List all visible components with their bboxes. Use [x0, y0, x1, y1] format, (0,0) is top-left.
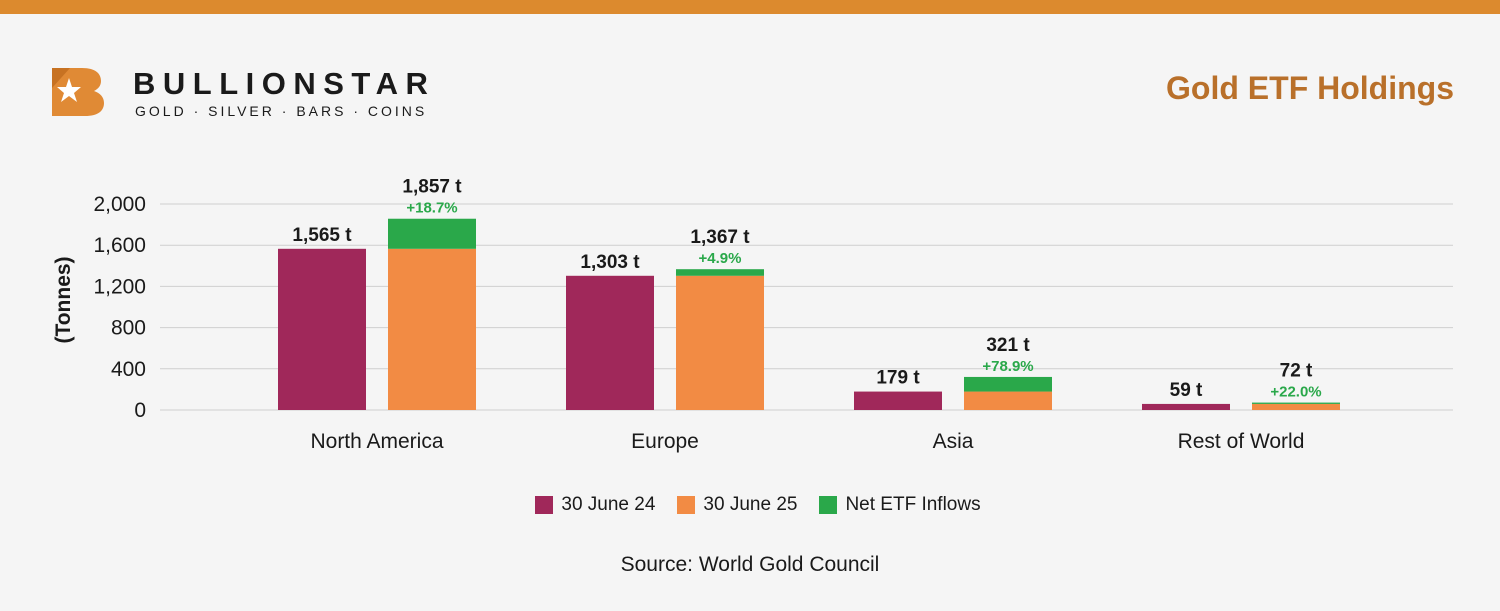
- chart-title: Gold ETF Holdings: [1166, 70, 1454, 106]
- change-label: +4.9%: [699, 250, 742, 267]
- change-label: +18.7%: [406, 200, 457, 217]
- bar-2024: [1142, 403, 1230, 410]
- category-label: Europe: [631, 430, 699, 453]
- y-tick-label: 2,000: [93, 193, 146, 216]
- legend-item-2024: 30 June 24: [535, 494, 655, 516]
- legend-swatch-2024: [535, 496, 554, 514]
- top-accent-bar: [0, 0, 1500, 14]
- bar-2024: [566, 275, 654, 410]
- y-tick-label: 400: [111, 358, 146, 381]
- legend-label-2024: 30 June 24: [561, 494, 656, 515]
- bullionstar-logo-icon: [52, 68, 104, 116]
- y-tick-label: 1,200: [93, 275, 146, 298]
- bar-2025: [1252, 403, 1340, 410]
- bar-2024: [854, 391, 942, 410]
- y-tick-label: 800: [111, 317, 146, 340]
- legend-swatch-inflows: [819, 496, 838, 514]
- category-label: Rest of World: [1178, 430, 1305, 453]
- change-label: +22.0%: [1270, 384, 1321, 401]
- legend-item-2025: 30 June 25: [677, 494, 797, 516]
- data-label-2024: 59 t: [1170, 380, 1203, 401]
- data-label-2024: 1,565 t: [292, 225, 352, 246]
- legend: 30 June 24 30 June 25 Net ETF Inflows: [0, 494, 1500, 516]
- bar-inflows: [388, 218, 476, 249]
- category-label: North America: [310, 430, 443, 453]
- bar-inflows: [676, 269, 764, 276]
- data-label-2025: 321 t: [986, 335, 1030, 356]
- y-tick-label: 0: [134, 399, 146, 422]
- data-label-2025: 1,367 t: [690, 227, 750, 248]
- bar-2025: [388, 248, 476, 410]
- legend-item-inflows: Net ETF Inflows: [819, 494, 981, 516]
- y-tick-label: 1,600: [93, 234, 146, 257]
- bar-inflows: [964, 376, 1052, 392]
- bar-2025: [676, 275, 764, 410]
- legend-swatch-2025: [677, 496, 696, 514]
- change-label: +78.9%: [982, 358, 1033, 375]
- legend-label-2025: 30 June 25: [703, 494, 798, 515]
- source-note: Source: World Gold Council: [620, 553, 880, 576]
- bar-2024: [278, 248, 366, 410]
- data-label-2024: 179 t: [876, 368, 920, 389]
- category-label: Asia: [933, 430, 974, 453]
- data-label-2025: 72 t: [1280, 361, 1313, 382]
- data-label-2024: 1,303 t: [580, 252, 640, 273]
- data-label-2025: 1,857 t: [402, 177, 462, 198]
- brand-tagline: GOLD · SILVER · BARS · COINS: [135, 103, 428, 119]
- brand-name: BULLIONSTAR: [133, 66, 436, 101]
- bar-2025: [964, 391, 1052, 410]
- bar-inflows: [1252, 402, 1340, 404]
- legend-label-inflows: Net ETF Inflows: [845, 494, 981, 515]
